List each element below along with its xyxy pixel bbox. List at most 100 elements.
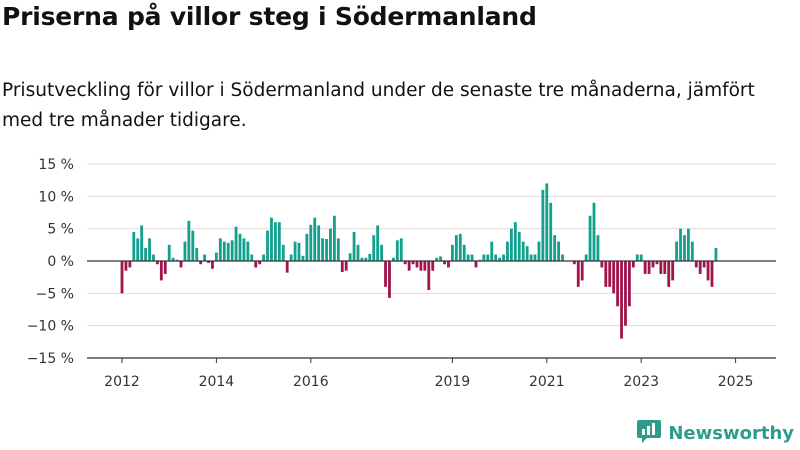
bar: [423, 261, 427, 271]
bar: [502, 254, 505, 261]
bar: [293, 241, 297, 261]
bar: [690, 241, 694, 261]
bar: [364, 257, 368, 261]
bar: [325, 239, 328, 261]
bar: [439, 256, 443, 261]
bar: [144, 248, 148, 261]
bar: [289, 254, 293, 261]
bar: [195, 248, 199, 261]
bar: [211, 261, 214, 269]
bar: [128, 261, 132, 268]
x-tick-label: 2021: [529, 374, 565, 390]
newsworthy-chart-logo-icon: [636, 418, 662, 448]
bar: [608, 261, 612, 287]
bar: [250, 254, 254, 261]
bar: [486, 254, 490, 261]
bar: [384, 261, 387, 287]
bar: [706, 261, 710, 281]
x-tick-label: 2023: [623, 374, 659, 390]
bar: [167, 244, 171, 261]
bar: [332, 215, 336, 261]
bar: [152, 254, 155, 261]
x-tick-label: 2025: [718, 374, 754, 390]
y-tick-label: −5 %: [36, 286, 74, 302]
bar: [321, 238, 325, 261]
bar: [207, 261, 210, 263]
bar: [179, 261, 183, 268]
bar: [234, 226, 238, 261]
bar: [340, 261, 344, 272]
bar: [411, 261, 415, 265]
bar: [509, 228, 513, 261]
bar: [120, 261, 124, 294]
bar: [297, 242, 301, 261]
bar: [679, 228, 682, 261]
bar: [281, 244, 285, 261]
bar: [246, 241, 250, 261]
bar: [450, 244, 454, 261]
bar: [427, 261, 431, 291]
bar: [521, 241, 525, 261]
bar: [388, 261, 391, 298]
bar: [592, 202, 596, 261]
bar: [380, 244, 384, 261]
bar: [647, 261, 651, 274]
bar: [612, 261, 616, 294]
bar: [431, 261, 435, 271]
bar: [203, 254, 207, 261]
newsworthy-logo: Newsworthy: [636, 419, 794, 447]
bar: [140, 225, 144, 261]
bar: [561, 254, 564, 261]
bar: [686, 228, 690, 261]
bar: [159, 261, 163, 281]
y-tick-label: 5 %: [47, 222, 74, 238]
bar: [285, 261, 289, 273]
bar: [627, 261, 631, 307]
bar: [584, 254, 588, 261]
bar: [435, 257, 439, 261]
bar: [266, 230, 269, 261]
bar: [163, 261, 167, 274]
bar: [317, 225, 321, 261]
y-tick-label: −10 %: [27, 319, 74, 335]
y-tick-label: 15 %: [38, 157, 74, 173]
x-tick-label: 2014: [199, 374, 235, 390]
bar: [490, 241, 494, 261]
bar: [506, 241, 509, 261]
bar: [462, 244, 466, 261]
bar: [624, 261, 627, 326]
bar: [301, 255, 305, 261]
bar: [344, 261, 348, 271]
bar: [714, 248, 718, 261]
bar: [136, 238, 140, 261]
bar: [360, 257, 364, 261]
bar: [155, 261, 159, 265]
bar: [588, 215, 592, 261]
bar: [663, 261, 667, 274]
bar: [254, 261, 258, 268]
bar: [183, 241, 187, 261]
bar: [643, 261, 647, 274]
bar: [671, 261, 675, 281]
bar: [580, 261, 584, 281]
bar: [391, 257, 395, 261]
bar: [659, 261, 663, 274]
bar: [639, 254, 643, 261]
bar: [541, 189, 545, 261]
y-axis-labels: −15 % −10 % −5 % 0 % 5 % 10 % 15 %: [27, 157, 74, 367]
bar: [631, 261, 635, 268]
bar: [482, 254, 486, 261]
bar: [187, 220, 191, 261]
bar: [466, 254, 470, 261]
bar: [655, 261, 659, 265]
bar: [533, 254, 537, 261]
bar: [517, 231, 521, 261]
bar: [258, 261, 262, 265]
bar: [698, 261, 702, 274]
bar: [348, 253, 352, 261]
bar: [525, 246, 529, 261]
bar: [620, 261, 623, 339]
bar: [616, 261, 620, 307]
bar: [596, 235, 600, 261]
